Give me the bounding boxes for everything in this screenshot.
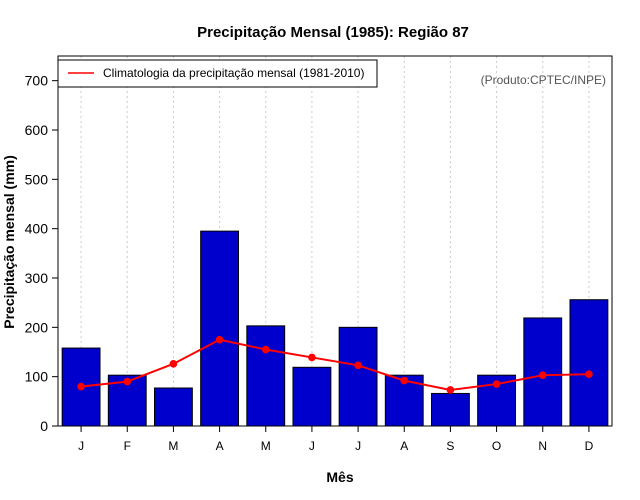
- y-tick-label-700: 700: [25, 73, 49, 89]
- x-tick-label-8: A: [400, 439, 408, 453]
- climatology-point-9: [446, 386, 455, 394]
- climatology-point-10: [492, 380, 501, 388]
- y-tick-label-300: 300: [25, 270, 49, 286]
- y-tick-label-0: 0: [40, 418, 48, 434]
- climatology-point-5: [261, 345, 270, 354]
- legend-box: [57, 59, 378, 88]
- x-tick-label-10: O: [492, 439, 501, 453]
- bar-series: [61, 230, 609, 427]
- climatology-line: [80, 338, 589, 391]
- axes: 0 100 200 300 400 500 600 700 J F M A M J J A S O N D: [25, 55, 613, 453]
- bar-9: [430, 392, 470, 427]
- plot-frame: [57, 55, 613, 427]
- x-tick-label-11: N: [538, 439, 547, 453]
- x-tick-label-2: F: [124, 439, 131, 453]
- x-tick-label-12: D: [585, 439, 594, 453]
- legend: Climatologia da precipitação mensal (198…: [57, 59, 378, 88]
- bar-6: [292, 366, 332, 427]
- climatology-series: [77, 335, 593, 394]
- climatology-point-11: [538, 371, 547, 379]
- y-tick-label-100: 100: [25, 369, 49, 385]
- y-tick-label-200: 200: [25, 319, 49, 335]
- x-tick-label-1: J: [78, 439, 84, 453]
- climatology-point-6: [308, 353, 316, 362]
- chart-title: Precipitação Mensal (1985): Região 87: [197, 24, 469, 41]
- climatology-point-8: [400, 376, 409, 385]
- bar-7: [338, 326, 378, 427]
- x-tick-label-7: J: [355, 439, 361, 453]
- y-tick-label-400: 400: [25, 221, 49, 237]
- climatology-point-4: [215, 335, 224, 344]
- y-tick-label-500: 500: [25, 171, 49, 187]
- y-tick-label-600: 600: [25, 122, 49, 138]
- bar-10: [477, 374, 517, 427]
- x-tick-label-6: J: [309, 439, 315, 453]
- bar-4: [200, 230, 240, 427]
- climatology-point-2: [123, 377, 132, 386]
- climatology-point-7: [354, 361, 362, 370]
- climatology-point-1: [77, 382, 85, 391]
- bar-3: [153, 387, 193, 427]
- bar-12: [569, 299, 609, 427]
- credit-annotation: (Produto:CPTEC/INPE): [481, 73, 606, 87]
- x-axis-title: Mês: [326, 469, 353, 485]
- climatology-point-3: [169, 360, 178, 368]
- bar-5: [246, 325, 286, 427]
- y-axis-title: Precipitação mensal (mm): [1, 155, 17, 329]
- legend-label: Climatologia da precipitação mensal (198…: [103, 66, 364, 80]
- x-tick-label-5: M: [261, 439, 271, 453]
- climatology-point-12: [585, 370, 593, 379]
- x-tick-label-9: S: [446, 439, 454, 453]
- x-tick-label-3: M: [168, 439, 178, 453]
- x-tick-label-4: A: [216, 439, 224, 453]
